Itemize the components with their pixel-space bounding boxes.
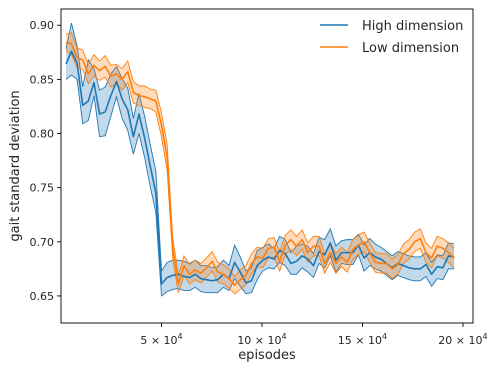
x-tick-label: 20 × 104 [438,332,487,347]
y-tick-label: 0.80 [30,128,55,141]
low-dimension-band [66,32,455,294]
y-tick-label: 0.75 [30,182,55,195]
y-tick-label: 0.90 [30,19,55,32]
y-tick-label: 0.70 [30,236,55,249]
high-dimension-legend-label: High dimension [362,19,463,34]
x-axis-label: episodes [238,348,296,363]
y-axis-label: gait standard deviation [8,90,23,241]
confidence-bands [65,22,455,297]
high-dimension-upper-edge [65,22,455,273]
legend: High dimension Low dimension [320,19,463,56]
high-dimension-lower-edge [65,74,455,297]
low-dimension-upper-edge [65,32,455,278]
y-axis: 0.65 0.70 0.75 0.80 0.85 0.90 [30,19,61,303]
y-tick-label: 0.85 [30,73,55,86]
x-axis: 5 × 104 10 × 104 15 × 104 20 × 104 [140,323,488,347]
x-tick-label: 5 × 104 [140,332,182,347]
low-dimension-lower-edge [65,50,455,295]
y-tick-label: 0.65 [30,290,55,303]
x-tick-label: 10 × 104 [237,332,286,347]
low-dimension-line [65,41,455,286]
plot-frame [60,8,474,324]
x-tick-label: 15 × 104 [338,332,387,347]
low-dimension-legend-label: Low dimension [362,41,459,56]
series-lines [65,41,455,286]
